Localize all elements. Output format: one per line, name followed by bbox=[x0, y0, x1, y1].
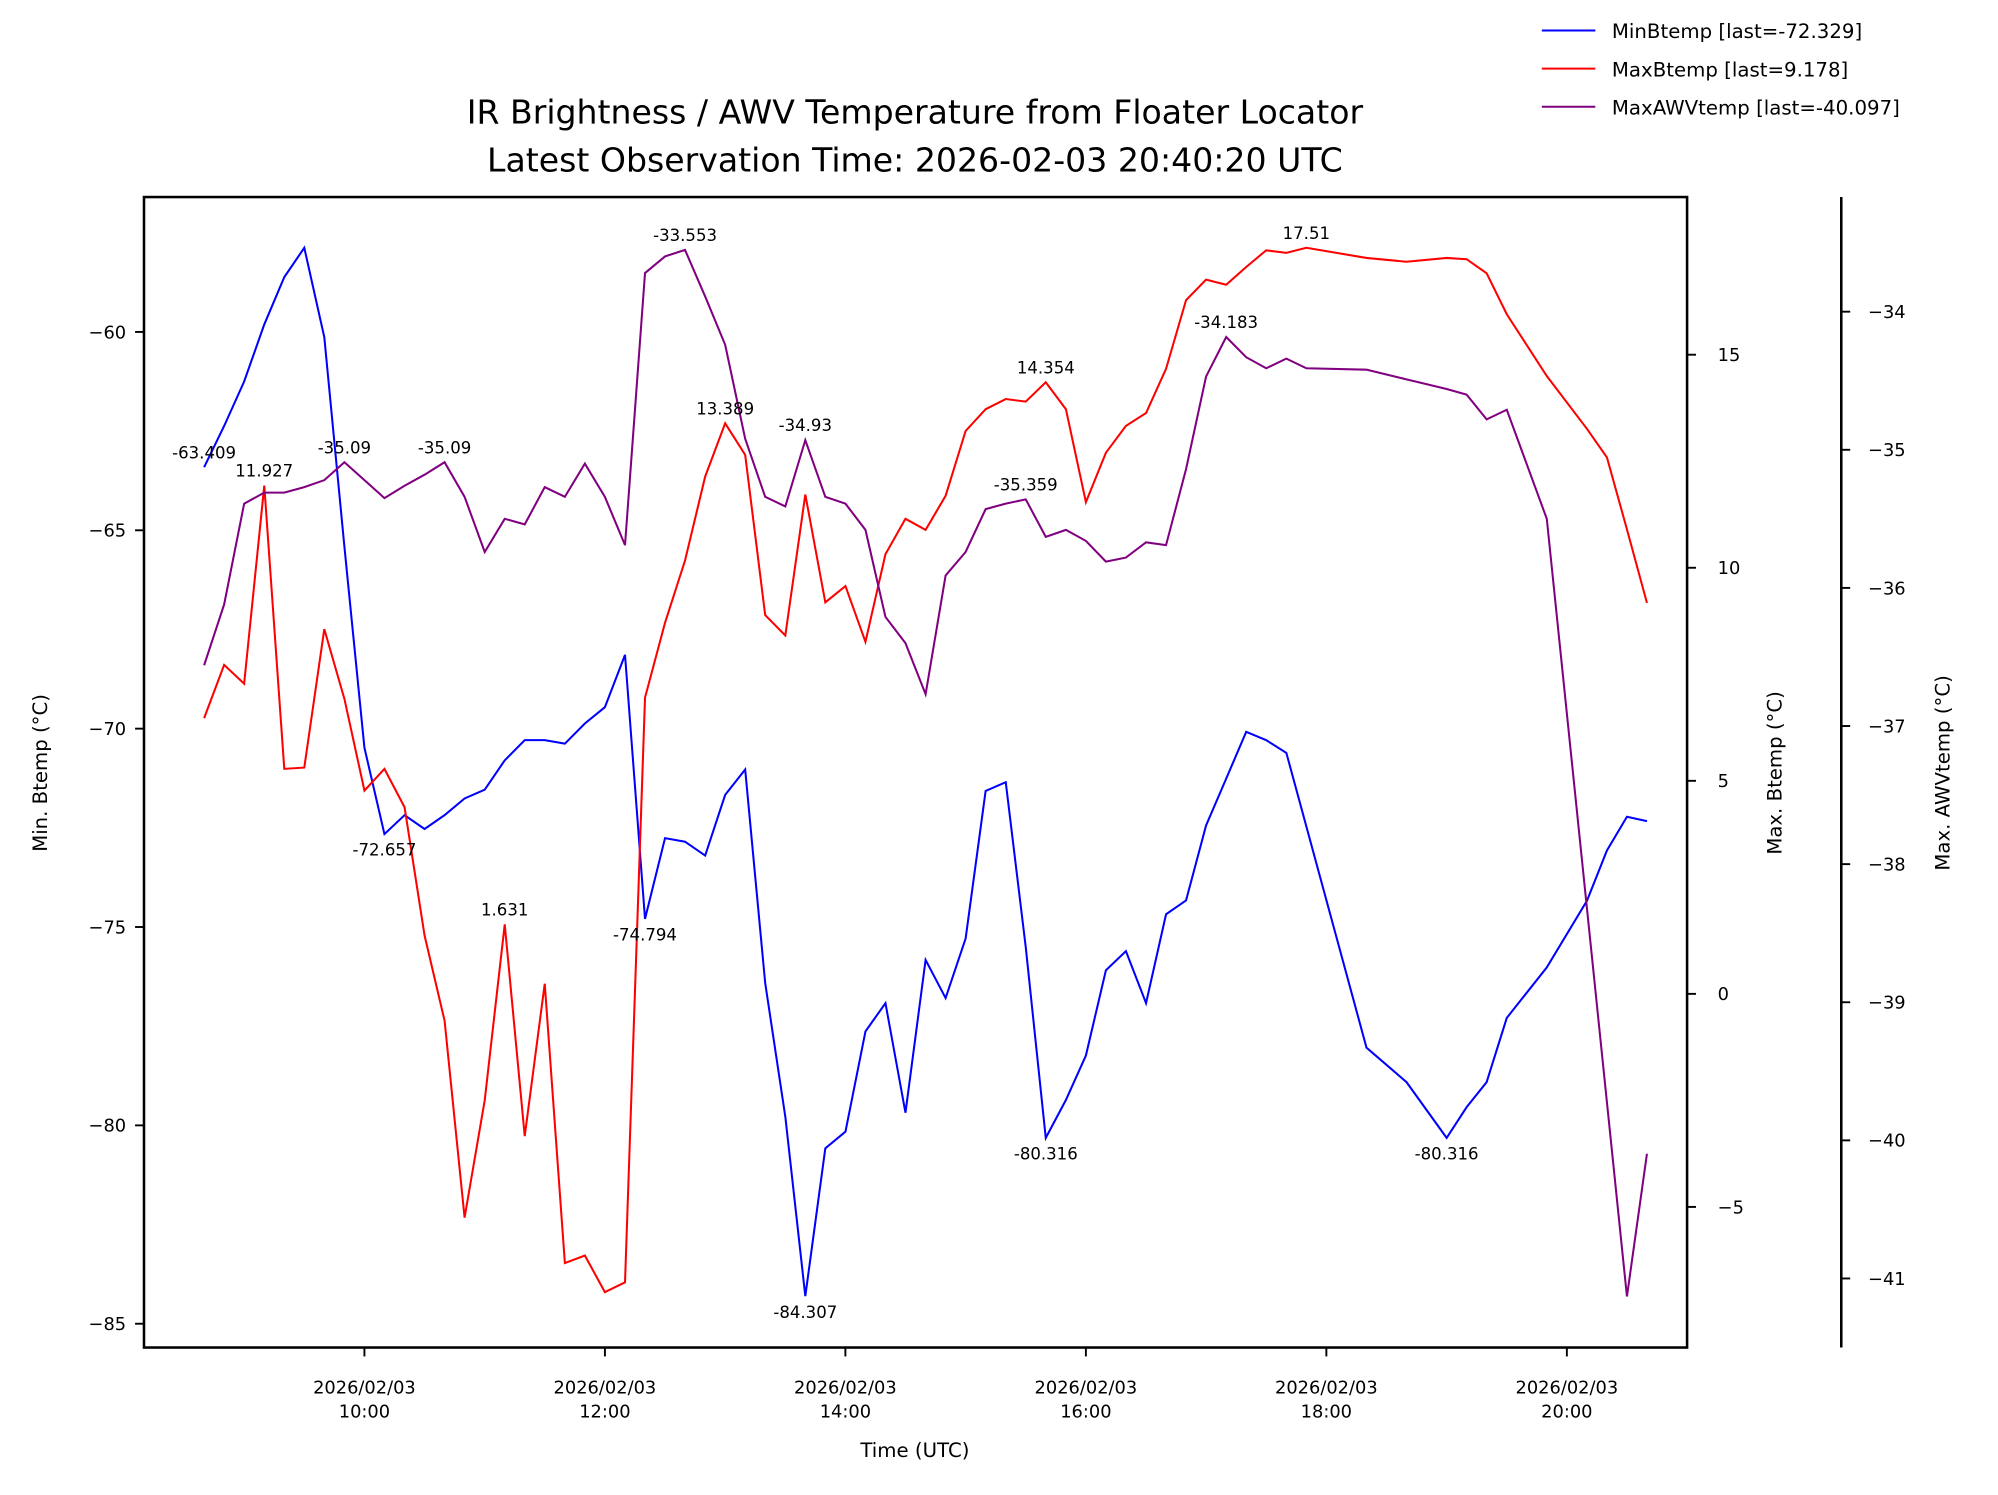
left-axis-label: Min. Btemp (°C) bbox=[29, 694, 52, 852]
axis-layer: −60 −65 −70 −75 −80 −85 15 10 5 0 −5 −34 −35 −36 −37 −3… bbox=[89, 302, 1906, 1422]
left-axis-tick-label: −60 bbox=[89, 322, 127, 343]
right-axis-tick-label: 0 bbox=[1718, 984, 1729, 1005]
x-axis-tick-time: 12:00 bbox=[579, 1401, 630, 1422]
data-label: -80.316 bbox=[1014, 1145, 1078, 1164]
right2-axis-tick-label: −39 bbox=[1868, 993, 1906, 1014]
data-label: -34.93 bbox=[779, 416, 832, 435]
data-label: 13.389 bbox=[696, 399, 754, 418]
right2-axis-tick-label: −34 bbox=[1868, 302, 1906, 323]
series-line-maxawvtemp bbox=[203, 248, 1648, 1297]
x-axis-tick-time: 14:00 bbox=[820, 1401, 871, 1422]
plot-frame bbox=[142, 195, 1689, 1349]
right-axis-tick-label: 10 bbox=[1718, 558, 1741, 579]
x-axis-tick-date: 2026/02/03 bbox=[1035, 1377, 1138, 1398]
data-label: -63.409 bbox=[172, 443, 236, 462]
data-label: 11.927 bbox=[235, 462, 293, 481]
left-axis-tick-label: −75 bbox=[89, 917, 127, 938]
chart-title-line-2: Latest Observation Time: 2026-02-03 20:4… bbox=[487, 141, 1343, 180]
x-axis-tick-time: 10:00 bbox=[339, 1401, 390, 1422]
x-axis-tick-date: 2026/02/03 bbox=[1515, 1377, 1618, 1398]
legend-label-maxbtemp: MaxBtemp [last=9.178] bbox=[1612, 58, 1848, 81]
right-axis-tick-label: 15 bbox=[1718, 345, 1741, 366]
series-layer bbox=[203, 245, 1648, 1297]
chart-title-line-1: IR Brightness / AWV Temperature from Flo… bbox=[467, 92, 1364, 131]
data-label: -35.359 bbox=[994, 475, 1058, 494]
right-axis-tick-label: 5 bbox=[1718, 771, 1729, 792]
data-label: -72.657 bbox=[353, 841, 417, 860]
data-label: -33.553 bbox=[653, 226, 717, 245]
data-label: -34.183 bbox=[1194, 313, 1258, 332]
x-axis-tick-date: 2026/02/03 bbox=[794, 1377, 897, 1398]
x-axis-tick-date: 2026/02/03 bbox=[1275, 1377, 1378, 1398]
right2-axis-tick-label: −38 bbox=[1868, 855, 1906, 876]
right-axis-tick-label: −5 bbox=[1718, 1197, 1744, 1218]
data-label: -35.09 bbox=[418, 438, 471, 457]
right2-axis-tick-label: −40 bbox=[1868, 1131, 1906, 1152]
left-axis-tick-label: −65 bbox=[89, 521, 127, 542]
x-axis-tick-time: 18:00 bbox=[1301, 1401, 1352, 1422]
data-label: -35.09 bbox=[318, 438, 371, 457]
legend: MinBtemp [last=-72.329] MaxBtemp [last=9… bbox=[1541, 20, 1900, 119]
right2-axis-tick-label: −37 bbox=[1868, 716, 1906, 737]
right2-axis-label: Max. AWVtemp (°C) bbox=[1932, 675, 1955, 870]
x-axis-tick-date: 2026/02/03 bbox=[554, 1377, 657, 1398]
x-axis-label: Time (UTC) bbox=[859, 1439, 969, 1462]
data-label: -74.794 bbox=[613, 925, 677, 944]
series-line-maxbtemp bbox=[203, 246, 1648, 1294]
data-label: -84.307 bbox=[773, 1303, 837, 1322]
left-axis-tick-label: −70 bbox=[89, 719, 127, 740]
right2-axis-tick-label: −35 bbox=[1868, 440, 1906, 461]
x-axis-tick-time: 16:00 bbox=[1060, 1401, 1111, 1422]
data-label: 14.354 bbox=[1017, 358, 1075, 377]
right2-axis-tick-label: −36 bbox=[1868, 578, 1906, 599]
data-label: 1.631 bbox=[481, 900, 528, 919]
data-label: -80.316 bbox=[1415, 1145, 1479, 1164]
x-axis-tick-date: 2026/02/03 bbox=[313, 1377, 416, 1398]
left-axis-tick-label: −80 bbox=[89, 1116, 127, 1137]
right2-axis-tick-label: −41 bbox=[1868, 1269, 1906, 1290]
data-label: 17.51 bbox=[1283, 224, 1330, 243]
x-axis-tick-time: 20:00 bbox=[1541, 1401, 1592, 1422]
right-axis-label: Max. Btemp (°C) bbox=[1763, 691, 1786, 855]
legend-label-minbtemp: MinBtemp [last=-72.329] bbox=[1612, 20, 1862, 43]
left-axis-tick-label: −85 bbox=[89, 1314, 127, 1335]
legend-label-maxawvtemp: MaxAWVtemp [last=-40.097] bbox=[1612, 96, 1900, 119]
series-line-minbtemp bbox=[203, 245, 1648, 1297]
